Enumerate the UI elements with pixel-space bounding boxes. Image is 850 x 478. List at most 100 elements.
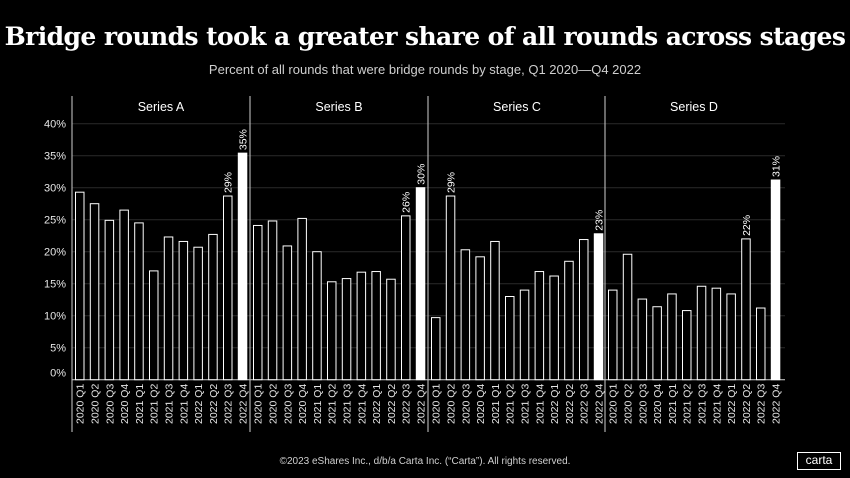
x-tick-label: 2022 Q1 xyxy=(549,384,561,424)
bar xyxy=(505,296,515,381)
x-tick-label: 2022 Q4 xyxy=(594,384,606,424)
bar xyxy=(549,275,559,381)
bar xyxy=(253,224,263,381)
bar xyxy=(770,179,781,381)
x-tick-label: 2021 Q1 xyxy=(312,384,324,424)
x-tick-label: 2022 Q2 xyxy=(386,384,398,424)
x-tick-label: 2022 Q3 xyxy=(756,384,768,424)
y-tick-label: 25% xyxy=(44,215,66,227)
x-tick-label: 2021 Q1 xyxy=(134,384,146,424)
bar xyxy=(237,152,248,381)
bar xyxy=(519,289,530,381)
x-tick-label: 2022 Q1 xyxy=(726,384,738,424)
x-tick-label: 2021 Q2 xyxy=(327,384,339,424)
x-tick-label: 2020 Q4 xyxy=(119,384,131,424)
bar xyxy=(104,219,115,381)
bar xyxy=(341,278,352,381)
bar xyxy=(312,251,322,381)
x-tick-label: 2020 Q2 xyxy=(623,384,635,424)
bar xyxy=(667,293,677,381)
x-tick-label: 2021 Q1 xyxy=(490,384,502,424)
chart-subtitle: Percent of all rounds that were bridge r… xyxy=(208,62,642,77)
bar xyxy=(282,245,293,381)
bar xyxy=(89,203,100,381)
x-tick-label: 2020 Q2 xyxy=(446,384,458,424)
x-tick-label: 2020 Q2 xyxy=(268,384,280,424)
x-tick-label: 2021 Q1 xyxy=(667,384,679,424)
bar xyxy=(579,239,589,381)
bar xyxy=(608,289,618,381)
y-tick-label: 30% xyxy=(44,183,66,195)
x-tick-label: 2021 Q2 xyxy=(149,384,161,424)
bar xyxy=(163,236,174,381)
data-label: 29% xyxy=(446,172,458,193)
x-tick-label: 2020 Q4 xyxy=(297,384,309,424)
x-tick-label: 2020 Q3 xyxy=(104,384,116,424)
y-tick-label: 20% xyxy=(44,247,66,259)
y-tick-label: 10% xyxy=(44,311,66,323)
x-tick-label: 2020 Q3 xyxy=(637,384,649,424)
panel-title: Series A xyxy=(138,100,185,114)
x-tick-label: 2022 Q4 xyxy=(771,384,783,424)
bar xyxy=(460,249,471,381)
carta-logo: carta xyxy=(797,452,841,470)
y-tick-label: 15% xyxy=(44,279,66,291)
x-tick-label: 2022 Q4 xyxy=(416,384,428,424)
bar xyxy=(696,285,707,381)
bar xyxy=(223,195,233,381)
x-tick-label: 2021 Q3 xyxy=(342,384,354,424)
data-label: 29% xyxy=(223,172,235,193)
x-tick-label: 2022 Q3 xyxy=(223,384,235,424)
bar xyxy=(711,287,722,381)
bar xyxy=(208,233,218,381)
bar xyxy=(267,220,278,381)
x-tick-label: 2021 Q4 xyxy=(534,384,546,424)
data-label: 30% xyxy=(416,164,428,185)
bar xyxy=(534,271,545,381)
x-tick-label: 2020 Q2 xyxy=(90,384,102,424)
chart-title: Bridge rounds took a greater share of al… xyxy=(4,22,846,51)
bar xyxy=(134,222,144,381)
x-tick-label: 2022 Q3 xyxy=(401,384,413,424)
bar xyxy=(193,246,203,381)
x-tick-label: 2022 Q2 xyxy=(741,384,753,424)
x-tick-label: 2021 Q4 xyxy=(356,384,368,424)
x-tick-label: 2022 Q2 xyxy=(564,384,576,424)
data-label: 26% xyxy=(401,192,413,213)
bar xyxy=(652,306,662,381)
x-tick-label: 2020 Q4 xyxy=(475,384,487,424)
x-tick-label: 2021 Q2 xyxy=(505,384,517,424)
bar xyxy=(75,191,85,381)
x-tick-label: 2022 Q1 xyxy=(371,384,383,424)
bar xyxy=(401,215,411,381)
bar xyxy=(682,310,692,381)
bar xyxy=(475,256,485,381)
x-tick-label: 2022 Q2 xyxy=(208,384,220,424)
x-tick-label: 2022 Q3 xyxy=(579,384,591,424)
x-tick-label: 2021 Q4 xyxy=(711,384,723,424)
bar xyxy=(178,240,189,381)
panel-title: Series B xyxy=(315,100,362,114)
y-tick-label: 35% xyxy=(44,151,66,163)
bar xyxy=(386,278,396,381)
x-tick-label: 2021 Q4 xyxy=(178,384,190,424)
bar xyxy=(564,260,574,381)
bar xyxy=(445,195,456,381)
y-axis: 0% 5% 10% 15% 20% 25% 30% 35% 40% xyxy=(44,96,785,432)
bar xyxy=(637,298,648,381)
bar xyxy=(726,293,736,381)
x-tick-label: 2021 Q3 xyxy=(164,384,176,424)
x-tick-label: 2020 Q3 xyxy=(460,384,472,424)
bar xyxy=(622,253,633,381)
bar xyxy=(371,271,381,381)
y-tick-label: 0% xyxy=(50,368,66,380)
x-tick-label: 2021 Q2 xyxy=(682,384,694,424)
data-label: 31% xyxy=(771,156,783,177)
x-tick-label: 2021 Q3 xyxy=(697,384,709,424)
bar xyxy=(756,307,766,381)
copyright-footer: ©2023 eShares Inc., d/b/a Carta Inc. (“C… xyxy=(279,456,571,467)
